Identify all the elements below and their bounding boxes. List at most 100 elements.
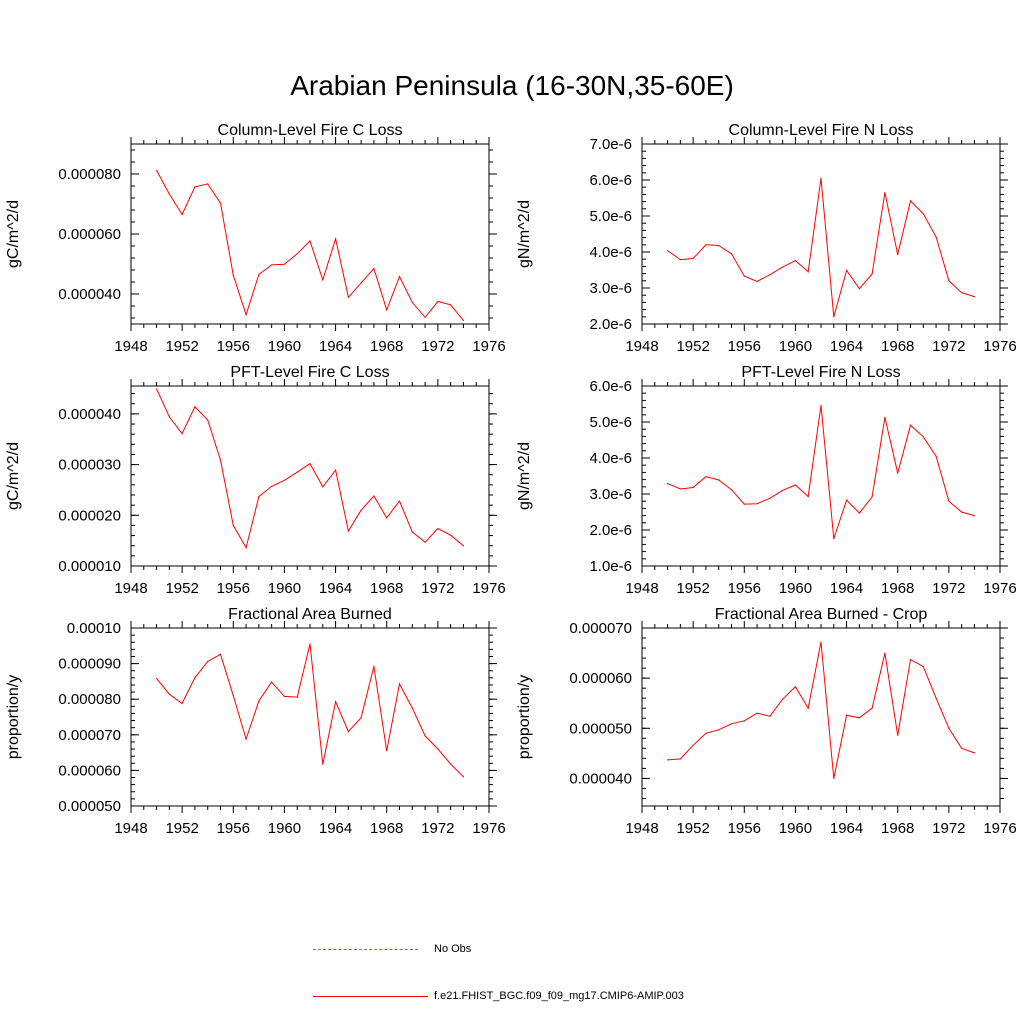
y-tick-label: 1.0e-6 [589, 558, 632, 575]
data-point [373, 495, 375, 497]
data-point [897, 253, 899, 256]
x-tick-label: 1964 [830, 580, 863, 597]
data-point [322, 763, 324, 765]
data-point [296, 471, 298, 473]
data-point [679, 758, 682, 760]
x-tick-label: 1964 [319, 820, 352, 837]
data-point [258, 495, 260, 498]
data-point [322, 486, 324, 488]
data-point [730, 489, 733, 491]
data-point [194, 406, 196, 408]
data-point [219, 202, 222, 204]
data-point [271, 681, 273, 683]
data-point [973, 515, 976, 517]
panel-title: Fractional Area Burned [228, 606, 392, 623]
data-point [411, 301, 413, 303]
y-tick-label: 0.000090 [58, 656, 121, 673]
data-point [846, 269, 848, 271]
data-point [858, 512, 861, 514]
data-point [296, 696, 298, 698]
data-point [897, 472, 899, 474]
y-tick-label: 0.000040 [58, 286, 121, 303]
y-tick-label: 6.0e-6 [589, 378, 632, 395]
legend-no-obs-label: No Obs [434, 943, 472, 955]
y-tick-label: 0.000060 [569, 670, 632, 687]
data-point [782, 698, 784, 700]
x-tick-label: 1976 [472, 338, 505, 355]
y-tick-label: 3.0e-6 [589, 486, 632, 503]
y-axis-label: gN/m^2/d [516, 442, 533, 510]
data-point [820, 404, 822, 406]
data-point [897, 734, 899, 736]
data-point [871, 273, 873, 275]
y-tick-label: 0.000010 [58, 558, 121, 575]
x-tick-label: 1948 [114, 580, 147, 597]
x-tick-label: 1956 [217, 338, 250, 355]
y-tick-label: 0.000020 [58, 507, 121, 524]
data-point [398, 276, 401, 278]
y-tick-label: 0.000080 [58, 166, 121, 183]
data-point [335, 701, 337, 703]
data-point [168, 193, 170, 195]
y-tick-label: 0.000080 [58, 691, 121, 708]
data-point [961, 511, 963, 513]
data-point [347, 296, 349, 298]
data-point [181, 433, 183, 435]
x-tick-label: 1948 [625, 820, 658, 837]
data-point [718, 244, 720, 247]
data-point [756, 280, 758, 283]
data-point [743, 275, 745, 277]
x-tick-label: 1956 [728, 338, 761, 355]
y-tick-label: 2.0e-6 [589, 522, 632, 539]
y-tick-label: 3.0e-6 [589, 280, 632, 297]
data-point [309, 643, 311, 645]
data-point [219, 653, 222, 655]
data-point [679, 488, 682, 490]
data-point [782, 489, 784, 491]
data-point [833, 316, 835, 318]
data-point [360, 717, 362, 719]
y-tick-label: 0.000040 [569, 770, 632, 787]
data-point [386, 309, 388, 311]
data-point [424, 735, 426, 737]
data-point [667, 483, 669, 485]
data-point [398, 500, 401, 502]
data-point [692, 257, 694, 260]
chart-panel-6: Fractional Area Burned - Crop proportion/… [516, 606, 1017, 837]
data-point [347, 530, 349, 532]
x-tick-label: 1952 [165, 820, 198, 837]
data-point [730, 253, 733, 255]
data-point [283, 479, 285, 481]
data-point [973, 752, 976, 754]
data-point [207, 419, 209, 421]
data-point [168, 693, 170, 695]
y-tick-label: 4.0e-6 [589, 244, 632, 261]
panel-title: Column-Level Fire N Loss [729, 122, 914, 139]
data-point [948, 280, 950, 282]
data-point [194, 186, 196, 188]
data-point [871, 707, 873, 709]
data-point [769, 715, 771, 717]
data-point [718, 479, 720, 481]
data-point [961, 747, 963, 749]
x-tick-label: 1960 [779, 338, 812, 355]
x-tick-label: 1976 [472, 580, 505, 597]
x-tick-label: 1960 [779, 820, 812, 837]
series-line [667, 178, 975, 317]
data-point [858, 288, 861, 290]
data-point [961, 292, 963, 294]
data-point [245, 738, 247, 740]
plot-frame [130, 143, 490, 325]
data-point [769, 497, 771, 499]
data-point [450, 534, 452, 536]
x-tick-label: 1956 [217, 580, 250, 597]
series-line [667, 405, 975, 539]
data-point [884, 652, 886, 654]
data-point [705, 244, 707, 246]
y-tick-label: 0.000050 [569, 720, 632, 737]
x-tick-label: 1972 [421, 820, 454, 837]
x-tick-label: 1952 [676, 820, 709, 837]
x-tick-label: 1960 [268, 820, 301, 837]
data-point [258, 273, 260, 276]
